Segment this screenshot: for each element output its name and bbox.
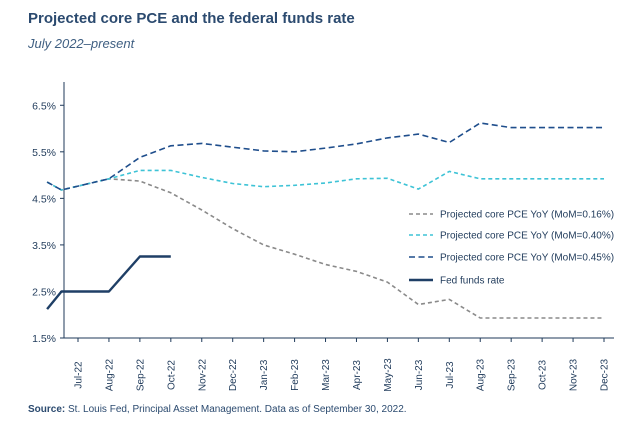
series-line-4	[46, 255, 171, 310]
legend-label-1: Projected core PCE YoY (MoM=0.16%)	[440, 210, 614, 221]
x-tick-label: Oct-22	[166, 360, 177, 390]
x-tick-label: Jan-23	[259, 359, 270, 390]
x-tick-label: Sep-22	[135, 358, 146, 391]
x-tick-label: Sep-23	[507, 358, 518, 391]
series-line-3	[46, 122, 604, 191]
source-text: St. Louis Fed, Principal Asset Managemen…	[68, 404, 407, 415]
x-tick-label: Jul-23	[445, 361, 456, 389]
series-line-2	[46, 169, 604, 191]
y-tick-label: 5.5%	[32, 147, 56, 159]
y-tick-label: 2.5%	[32, 286, 56, 298]
chart-title: Projected core PCE and the federal funds…	[28, 10, 355, 27]
x-tick-label: Nov-23	[569, 358, 580, 391]
x-tick-label: Jul-22	[74, 361, 85, 389]
chart-subtitle: July 2022–present	[28, 36, 135, 51]
legend-label-2: Projected core PCE YoY (MoM=0.40%)	[440, 231, 614, 242]
x-tick-label: Jun-23	[414, 359, 425, 390]
x-tick-label: Dec-22	[228, 358, 239, 391]
series-line-1	[46, 178, 604, 319]
x-tick-label: Oct-23	[538, 360, 549, 390]
source-label: Source:	[28, 404, 66, 415]
y-tick-label: 6.5%	[32, 100, 56, 112]
x-tick-label: Nov-22	[197, 358, 208, 391]
x-tick-label: Apr-23	[352, 360, 363, 390]
legend-label-4: Fed funds rate	[440, 276, 505, 287]
x-tick-label: Aug-22	[104, 358, 115, 391]
legend-label-3: Projected core PCE YoY (MoM=0.45%)	[440, 253, 614, 264]
x-tick-label: Mar-23	[321, 359, 332, 391]
y-tick-label: 1.5%	[32, 333, 56, 345]
x-tick-label: Dec-23	[600, 358, 611, 391]
y-tick-label: 4.5%	[32, 193, 56, 205]
y-tick-label: 3.5%	[32, 240, 56, 252]
source-note: Source: St. Louis Fed, Principal Asset M…	[28, 404, 407, 415]
x-tick-label: Aug-23	[476, 358, 487, 391]
x-tick-label: Feb-23	[290, 359, 301, 391]
x-tick-label: May-23	[383, 358, 394, 392]
